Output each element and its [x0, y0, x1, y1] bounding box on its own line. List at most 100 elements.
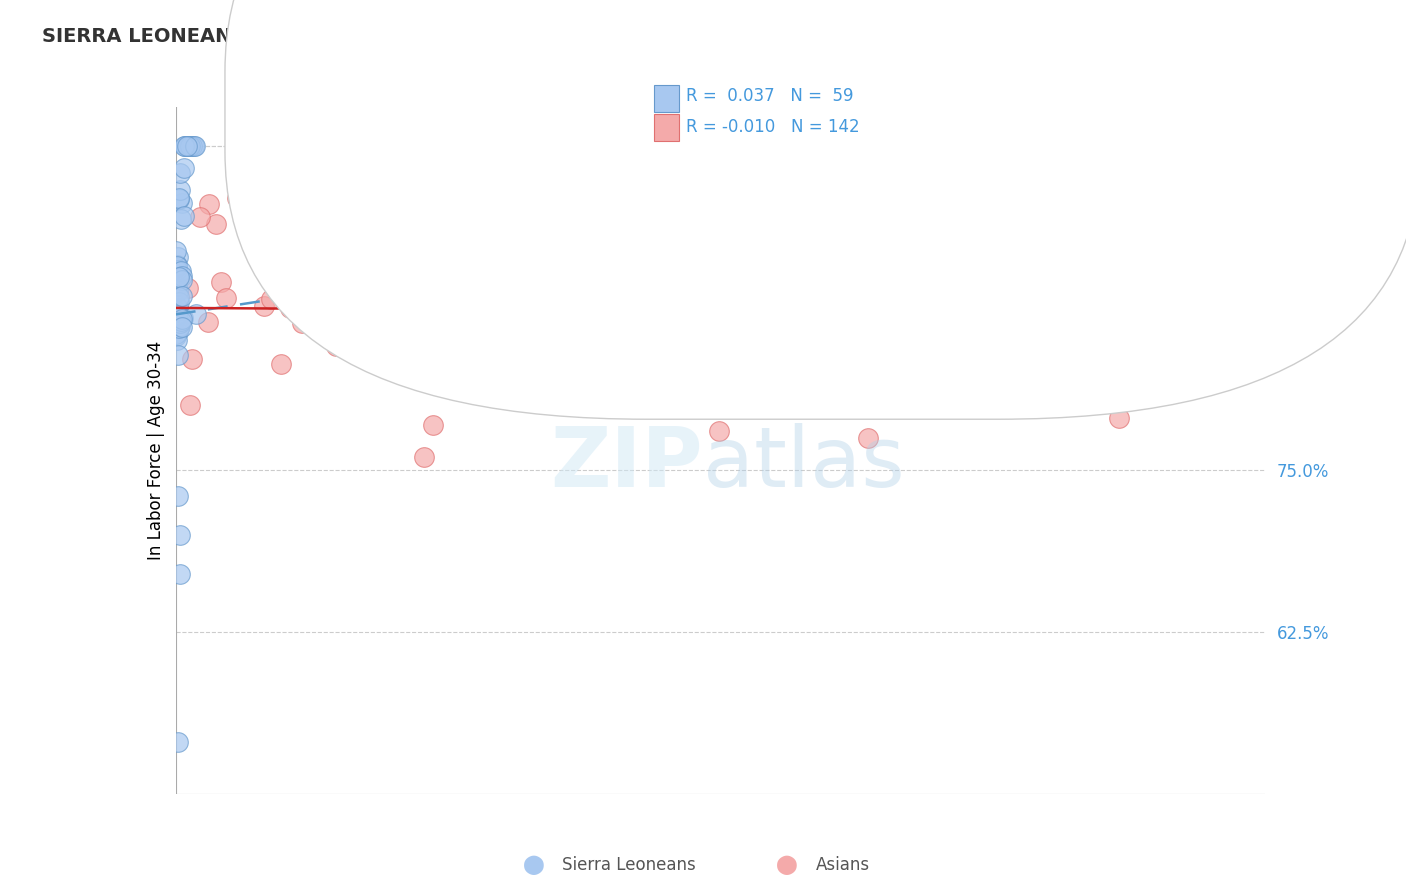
- Point: [758, 320, 780, 334]
- Point: [852, 295, 875, 310]
- Point: [179, 398, 201, 412]
- Point: [560, 299, 582, 313]
- Point: [170, 263, 193, 277]
- Point: [267, 279, 290, 293]
- Point: [866, 288, 889, 302]
- Point: [839, 260, 862, 274]
- Point: [751, 257, 773, 271]
- Point: [451, 210, 474, 224]
- Point: [166, 308, 188, 322]
- Point: [1153, 333, 1175, 347]
- Point: [165, 329, 187, 343]
- Text: Source: ZipAtlas.com: Source: ZipAtlas.com: [1216, 27, 1364, 41]
- Point: [169, 566, 191, 581]
- Point: [1118, 341, 1140, 355]
- Y-axis label: In Labor Force | Age 30-34: In Labor Force | Age 30-34: [146, 341, 165, 560]
- Point: [1118, 344, 1140, 359]
- Point: [166, 326, 188, 340]
- Point: [623, 250, 645, 264]
- Point: [291, 316, 314, 330]
- Text: SIERRA LEONEAN VS ASIAN IN LABOR FORCE | AGE 30-34 CORRELATION CHART: SIERRA LEONEAN VS ASIAN IN LABOR FORCE |…: [42, 27, 905, 46]
- Point: [710, 233, 733, 247]
- Point: [298, 279, 321, 293]
- Point: [880, 262, 903, 277]
- Point: [188, 210, 211, 224]
- Point: [1011, 344, 1033, 359]
- Point: [959, 269, 981, 284]
- Point: [169, 290, 191, 304]
- Point: [167, 321, 190, 335]
- Point: [868, 264, 890, 278]
- Point: [1147, 211, 1170, 225]
- Point: [172, 311, 194, 326]
- Point: [167, 284, 190, 298]
- Point: [839, 352, 862, 367]
- Point: [702, 268, 724, 282]
- Point: [1187, 301, 1209, 315]
- Point: [214, 291, 236, 305]
- Point: [422, 268, 444, 282]
- Text: ⬤: ⬤: [523, 855, 546, 875]
- Text: Asians: Asians: [815, 856, 869, 874]
- Point: [260, 292, 283, 306]
- Point: [849, 332, 872, 346]
- Point: [176, 139, 198, 153]
- Point: [413, 450, 436, 464]
- Point: [527, 281, 550, 295]
- Point: [170, 268, 193, 283]
- Point: [176, 139, 198, 153]
- Point: [172, 289, 194, 303]
- Point: [1197, 307, 1219, 321]
- Point: [1114, 343, 1136, 358]
- Point: [167, 250, 190, 264]
- Point: [165, 298, 187, 312]
- Point: [718, 250, 741, 264]
- Point: [510, 235, 533, 250]
- Point: [359, 251, 381, 265]
- Point: [1129, 293, 1152, 307]
- Point: [429, 219, 451, 233]
- Point: [692, 310, 714, 324]
- Point: [211, 275, 233, 289]
- Point: [730, 304, 752, 318]
- Point: [342, 226, 364, 240]
- Point: [166, 263, 188, 277]
- Point: [342, 297, 364, 311]
- Point: [1035, 303, 1057, 318]
- Point: [170, 212, 193, 227]
- Point: [170, 273, 193, 287]
- Point: [181, 352, 204, 367]
- Point: [1033, 293, 1056, 308]
- Point: [844, 301, 866, 316]
- Point: [605, 210, 627, 224]
- Point: [356, 332, 378, 346]
- Point: [270, 212, 292, 227]
- Point: [914, 235, 936, 250]
- Point: [512, 258, 534, 272]
- Point: [1098, 244, 1121, 259]
- Point: [772, 274, 794, 288]
- Point: [711, 229, 734, 244]
- Point: [368, 317, 391, 331]
- Point: [173, 139, 195, 153]
- Point: [839, 213, 862, 227]
- Text: R = -0.010   N = 142: R = -0.010 N = 142: [686, 118, 859, 136]
- Point: [1198, 328, 1220, 343]
- Point: [976, 346, 998, 360]
- Point: [316, 248, 339, 262]
- Point: [169, 317, 191, 331]
- Point: [586, 348, 609, 362]
- Point: [1019, 270, 1042, 285]
- Point: [170, 320, 193, 334]
- Point: [204, 217, 226, 231]
- Point: [406, 217, 429, 231]
- Point: [555, 220, 578, 235]
- Point: [285, 211, 308, 225]
- Text: ⬤: ⬤: [776, 855, 799, 875]
- Point: [529, 226, 551, 240]
- Point: [887, 355, 910, 369]
- Point: [508, 223, 530, 237]
- Point: [165, 308, 187, 322]
- Point: [278, 301, 301, 315]
- Point: [177, 281, 200, 295]
